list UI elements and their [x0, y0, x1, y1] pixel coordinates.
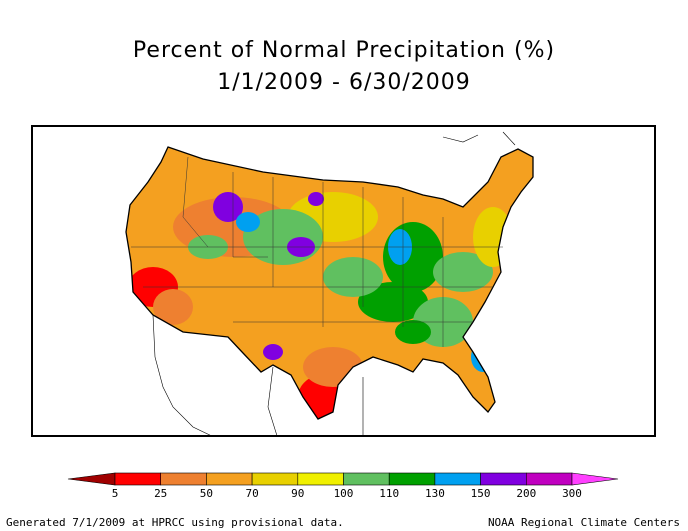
legend-tick-label: 110: [379, 487, 400, 500]
legend-arrow-low: [67, 472, 116, 486]
legend-swatch: [114, 472, 162, 486]
legend-swatch: [297, 472, 344, 486]
legend-tick-label: 300: [562, 487, 582, 500]
state-borders: [131, 156, 503, 347]
legend-swatch: [343, 472, 390, 486]
footer-source-note: Generated 7/1/2009 at HPRCC using provis…: [6, 516, 344, 529]
color-legend: [67, 472, 619, 486]
legend-swatch: [388, 472, 436, 486]
precipitation-map: [125, 131, 534, 435]
legend-tick-label: 25: [154, 487, 168, 500]
legend-tick-label: 70: [245, 487, 259, 500]
legend-swatch: [480, 472, 527, 486]
mexico-canada-outline: [152, 131, 516, 435]
legend-tick-label: 200: [516, 487, 537, 500]
legend-tick-label: 5: [111, 487, 119, 500]
us-outline: [125, 146, 534, 420]
legend-tick-label: 150: [470, 487, 491, 500]
legend-tick-label: 50: [199, 487, 214, 500]
legend-tick-label: 130: [424, 487, 445, 500]
map-frame: [31, 125, 656, 437]
legend-swatch: [525, 472, 573, 486]
legend-tick-label: 90: [291, 487, 305, 500]
legend-swatch: [251, 472, 299, 486]
legend-swatch: [434, 472, 481, 486]
legend-tick-label: 100: [333, 487, 354, 500]
legend-arrow-high: [571, 472, 619, 486]
map-subtitle: 1/1/2009 - 6/30/2009: [217, 70, 471, 95]
precipitation-field: [126, 147, 533, 419]
map-title: Percent of Normal Precipitation (%): [132, 38, 556, 63]
legend-swatch: [160, 472, 207, 486]
footer-credit: NOAA Regional Climate Centers: [487, 516, 680, 529]
legend-swatch: [206, 472, 253, 486]
